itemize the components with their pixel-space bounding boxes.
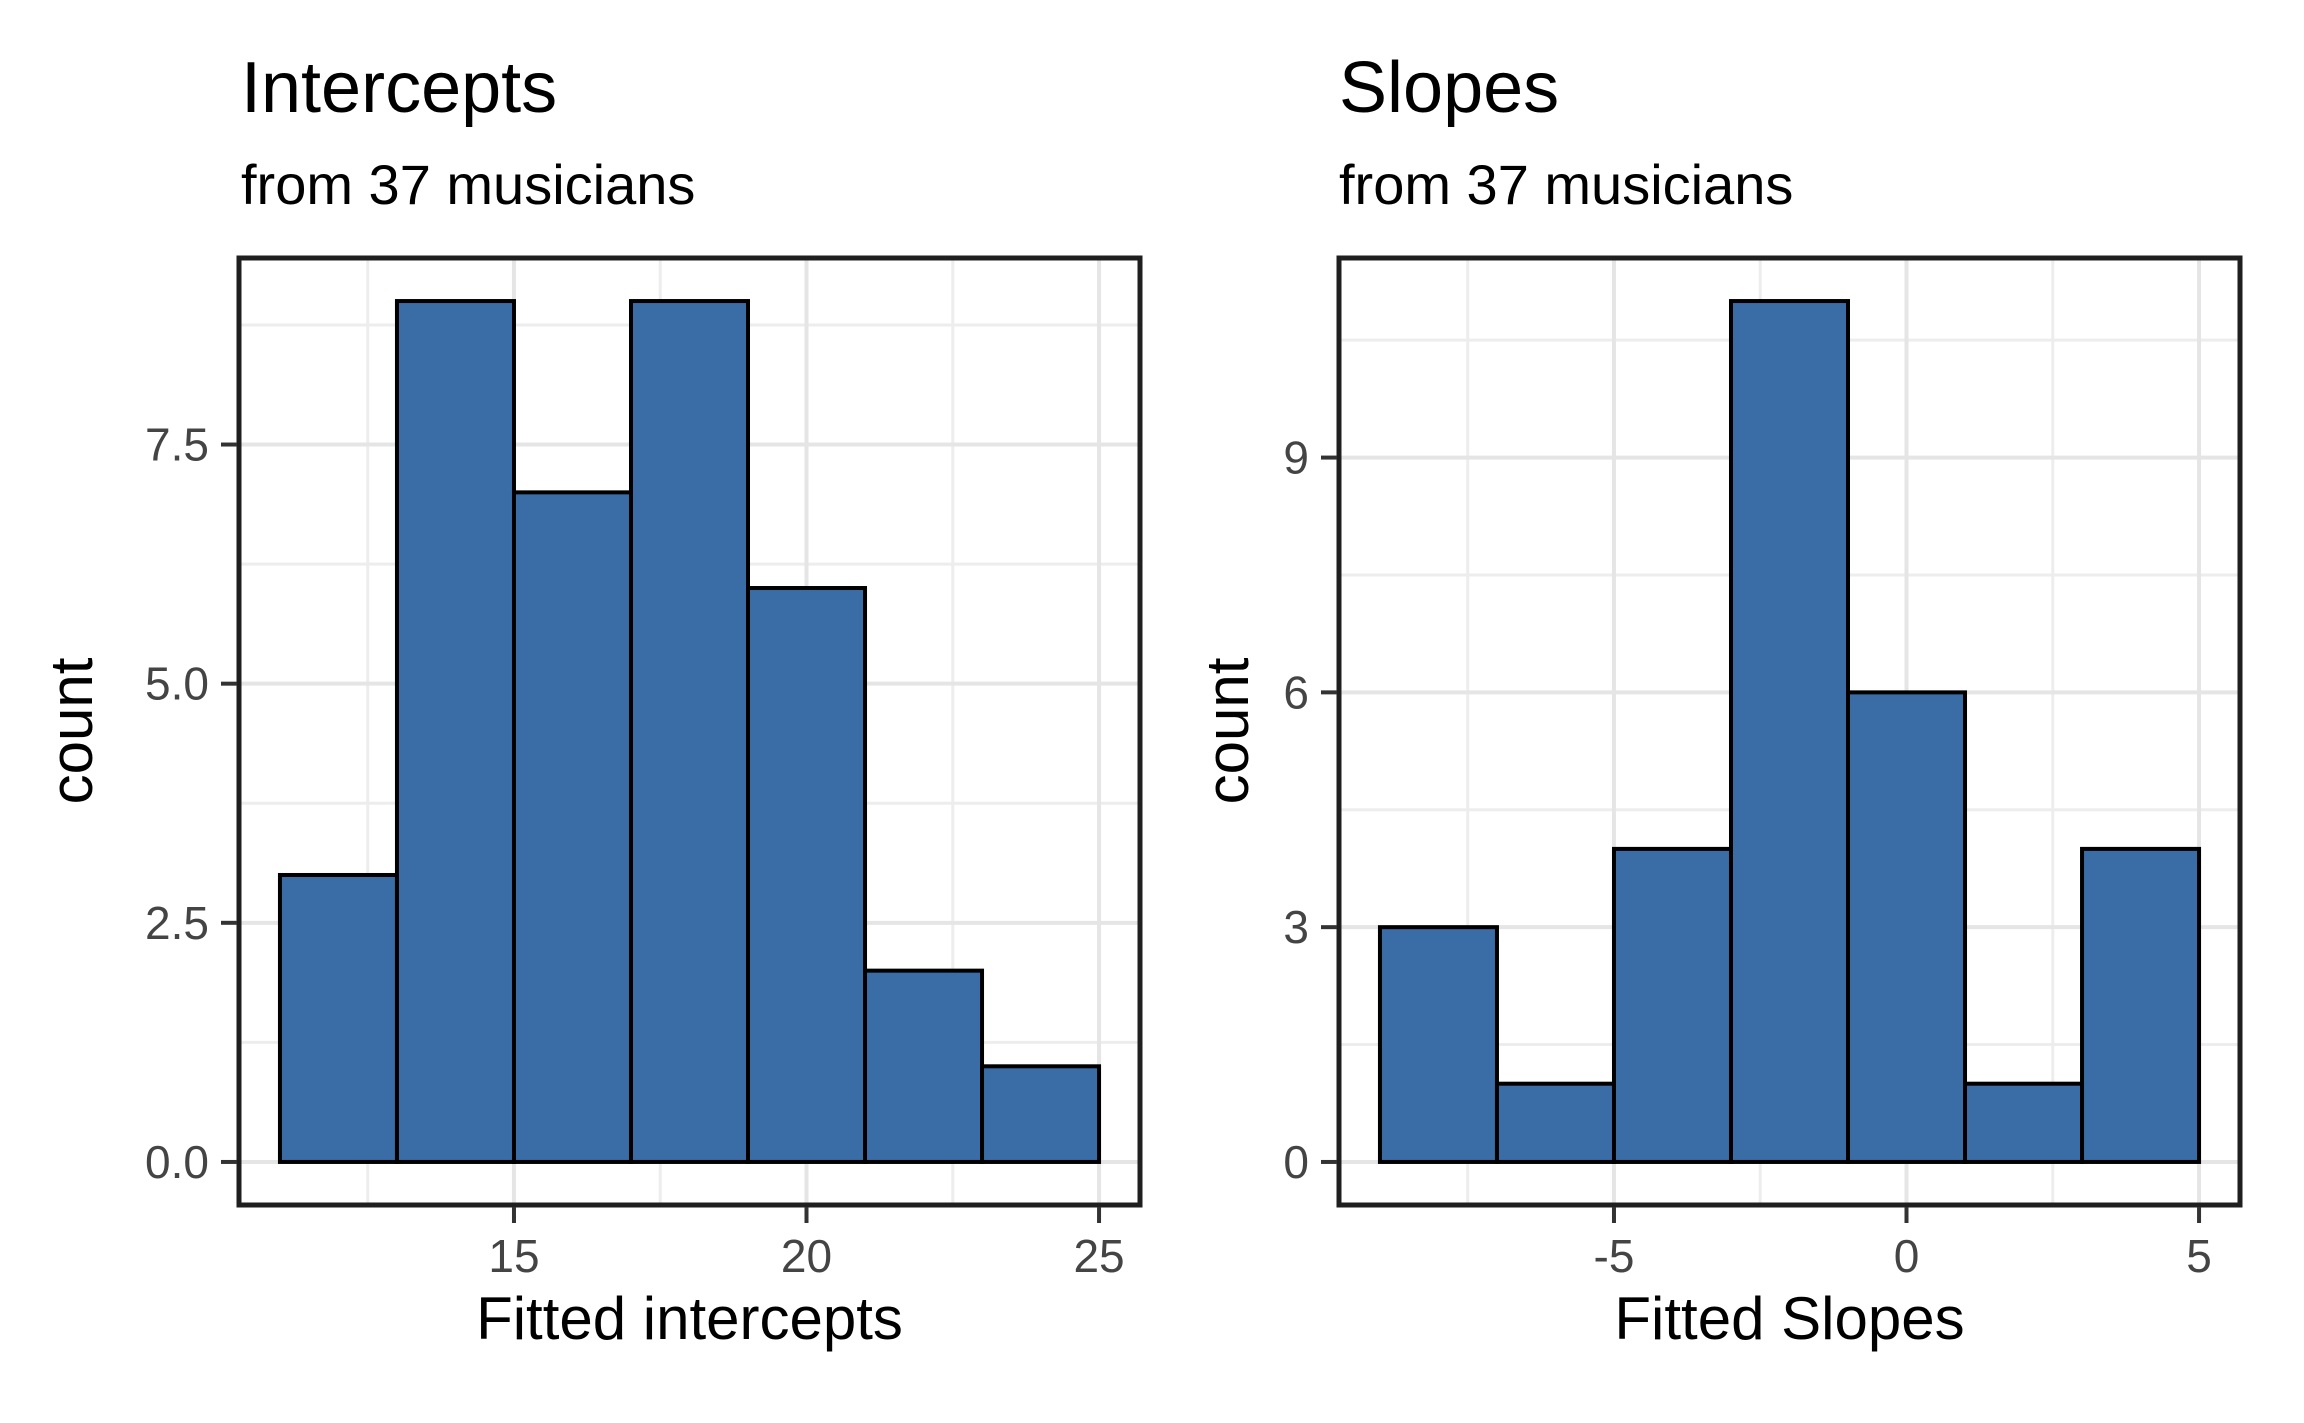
intercepts-histogram-svg: 15 20 25 0.0 2.5 5.0 7.5 — [145, 255, 1143, 1282]
histogram-bar — [1611, 846, 1733, 1164]
y-axis-title: count — [38, 657, 105, 805]
histogram-bar — [863, 968, 985, 1164]
plot-slopes: -5 0 5 0 3 6 9 Slopes from 37 musicians Fitted… — [1152, 0, 2304, 1423]
plot-subtitle: from 37 musicians — [241, 153, 696, 216]
x-axis-title: Fitted intercepts — [476, 1285, 903, 1352]
histogram-bar — [2080, 846, 2202, 1164]
histogram-bar — [277, 872, 399, 1164]
x-axis-title: Fitted Slopes — [1614, 1285, 1965, 1352]
y-tick-label: 3 — [1283, 901, 1309, 953]
histogram-bar — [628, 299, 751, 1164]
x-tick-label: -5 — [1594, 1230, 1635, 1282]
x-tick-label: 5 — [2186, 1230, 2212, 1282]
y-tick-label: 5.0 — [145, 658, 209, 710]
y-axis-title: count — [1194, 657, 1261, 805]
histogram-bar — [511, 490, 633, 1164]
panel-border — [236, 255, 1143, 1208]
histogram-bar — [746, 586, 868, 1164]
y-tick-label: 0.0 — [145, 1136, 209, 1188]
plot-title: Intercepts — [241, 48, 558, 128]
plot-subtitle: from 37 musicians — [1339, 153, 1794, 216]
histogram-bar — [980, 1064, 1102, 1164]
histogram-bar — [1377, 925, 1499, 1164]
y-tick-label: 2.5 — [145, 897, 209, 949]
histogram-bar — [394, 299, 516, 1164]
histogram-bar — [1963, 1081, 2085, 1164]
histogram-bar — [1728, 299, 1851, 1164]
plot-title: Slopes — [1339, 48, 1560, 128]
x-tick-label: 15 — [488, 1230, 539, 1282]
y-tick-label: 7.5 — [145, 419, 209, 471]
y-tick-label: 6 — [1283, 666, 1309, 718]
panel-border — [1336, 255, 2243, 1208]
x-tick-label: 0 — [1894, 1230, 1920, 1282]
y-tick-label: 0 — [1283, 1136, 1309, 1188]
plot-intercepts: 15 20 25 0.0 2.5 5.0 7.5 Intercepts from 37 mu… — [38, 48, 1143, 1352]
x-tick-label: 25 — [1073, 1230, 1124, 1282]
histogram-bar — [1846, 690, 1968, 1164]
histogram-bar — [1494, 1081, 1616, 1164]
y-tick-label: 9 — [1283, 432, 1309, 484]
x-tick-label: 20 — [781, 1230, 832, 1282]
slopes-histogram-svg: -5 0 5 0 3 6 9 — [1283, 255, 2243, 1282]
